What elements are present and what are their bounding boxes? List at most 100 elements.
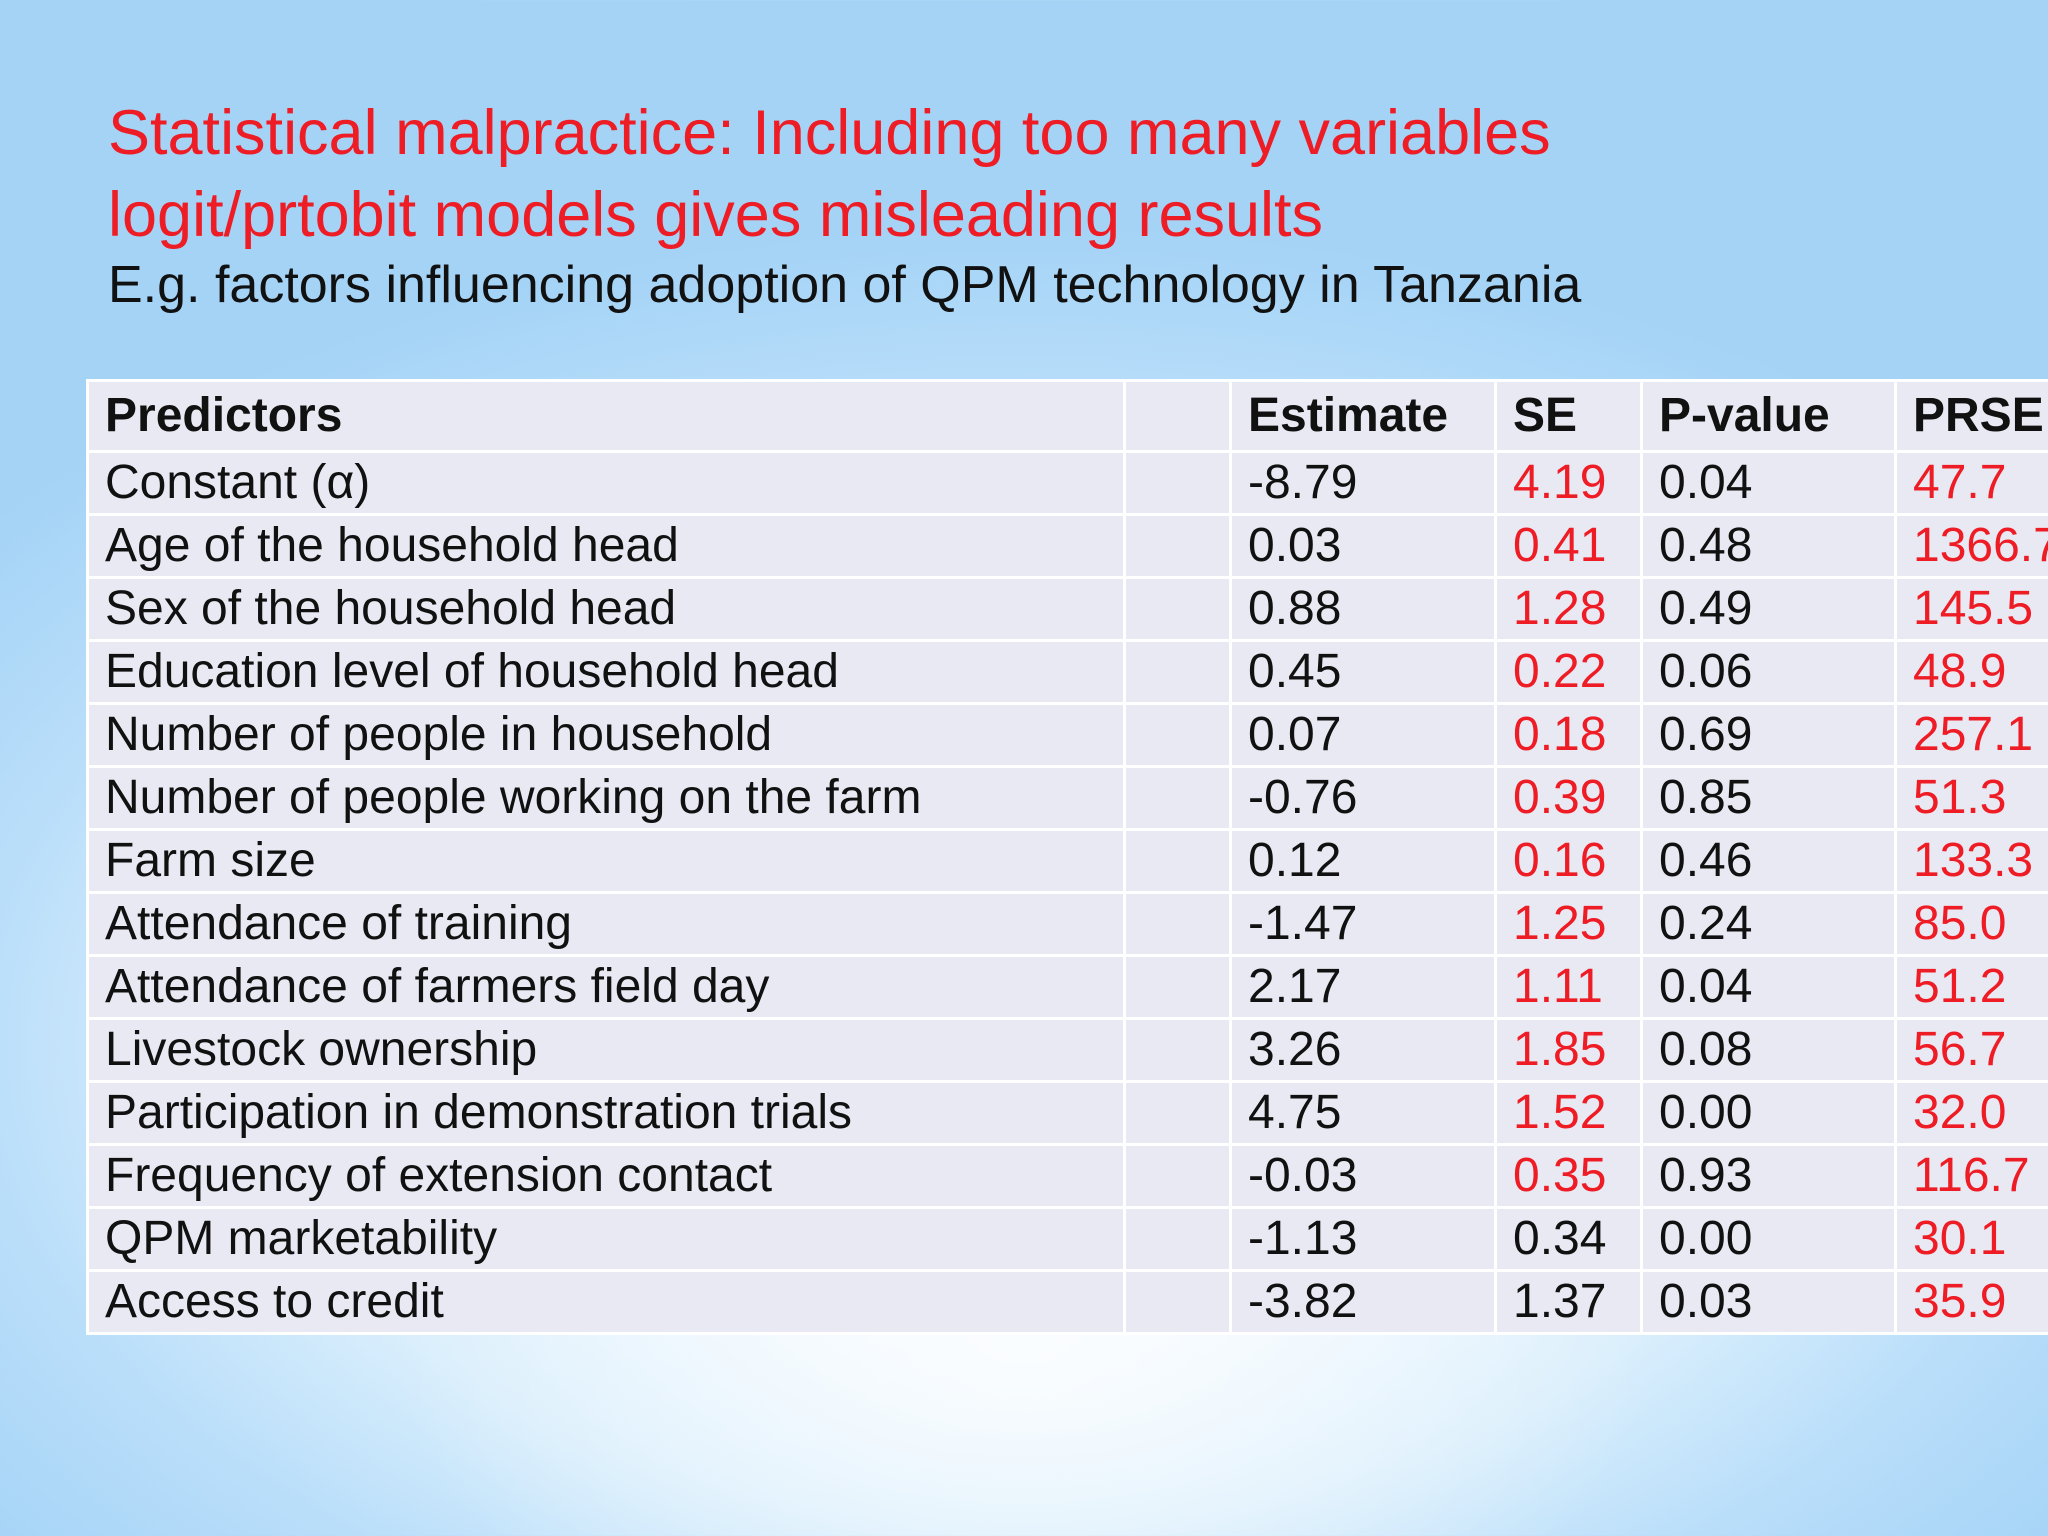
cell-predictor: Livestock ownership — [86, 1017, 1126, 1083]
table-row: Access to credit -3.82 1.37 0.03 35.9 — [86, 1269, 2048, 1335]
cell-se: 1.11 — [1494, 954, 1643, 1020]
title-line-2: logit/prtobit models gives misleading re… — [108, 180, 1324, 250]
cell-se: 1.25 — [1494, 891, 1643, 957]
cell-predictor: Constant (α) — [86, 450, 1126, 516]
cell-predictor: Age of the household head — [86, 513, 1126, 579]
table-row: Age of the household head 0.03 0.41 0.48 136… — [86, 513, 2048, 579]
cell-prse: 51.3 — [1894, 765, 2048, 831]
cell-prse: 51.2 — [1894, 954, 2048, 1020]
cell-blank — [1123, 954, 1232, 1020]
cell-blank — [1123, 1017, 1232, 1083]
cell-estimate: 0.07 — [1229, 702, 1497, 768]
cell-predictor: Number of people working on the farm — [86, 765, 1126, 831]
cell-estimate: -1.47 — [1229, 891, 1497, 957]
cell-prse: 133.3 — [1894, 828, 2048, 894]
cell-prse: 47.7 — [1894, 450, 2048, 516]
cell-se: 1.28 — [1494, 576, 1643, 642]
table-row: QPM marketability -1.13 0.34 0.00 30.1 — [86, 1206, 2048, 1272]
cell-prse: 145.5 — [1894, 576, 2048, 642]
cell-estimate: 0.88 — [1229, 576, 1497, 642]
slide-subtitle: E.g. factors influencing adoption of QPM… — [108, 256, 1582, 314]
cell-se: 0.39 — [1494, 765, 1643, 831]
cell-pvalue: 0.03 — [1640, 1269, 1897, 1335]
cell-pvalue: 0.08 — [1640, 1017, 1897, 1083]
cell-prse: 32.0 — [1894, 1080, 2048, 1146]
cell-predictor: Education level of household head — [86, 639, 1126, 705]
cell-se: 0.16 — [1494, 828, 1643, 894]
cell-se: 0.18 — [1494, 702, 1643, 768]
cell-estimate: -0.03 — [1229, 1143, 1497, 1209]
cell-estimate: -0.76 — [1229, 765, 1497, 831]
cell-se: 0.34 — [1494, 1206, 1643, 1272]
cell-pvalue: 0.00 — [1640, 1080, 1897, 1146]
cell-prse: 56.7 — [1894, 1017, 2048, 1083]
cell-predictor: Number of people in household — [86, 702, 1126, 768]
table-row: Farm size 0.12 0.16 0.46 133.3 — [86, 828, 2048, 894]
header-se: SE — [1494, 379, 1643, 453]
cell-pvalue: 0.46 — [1640, 828, 1897, 894]
cell-predictor: Farm size — [86, 828, 1126, 894]
table-row: Number of people working on the farm -0.7… — [86, 765, 2048, 831]
header-prse: PRSE — [1894, 379, 2048, 453]
cell-pvalue: 0.93 — [1640, 1143, 1897, 1209]
table-row: Attendance of farmers field day 2.17 1.11 0… — [86, 954, 2048, 1020]
cell-prse: 35.9 — [1894, 1269, 2048, 1335]
cell-blank — [1123, 1143, 1232, 1209]
table-row: Attendance of training -1.47 1.25 0.24 85.0 — [86, 891, 2048, 957]
cell-predictor: Frequency of extension contact — [86, 1143, 1126, 1209]
cell-pvalue: 0.00 — [1640, 1206, 1897, 1272]
cell-predictor: Attendance of farmers field day — [86, 954, 1126, 1020]
table-header-row: Predictors Estimate SE P-value PRSE — [86, 379, 2048, 453]
cell-se: 1.85 — [1494, 1017, 1643, 1083]
cell-blank — [1123, 828, 1232, 894]
cell-estimate: 0.45 — [1229, 639, 1497, 705]
cell-estimate: -8.79 — [1229, 450, 1497, 516]
cell-estimate: -3.82 — [1229, 1269, 1497, 1335]
cell-prse: 85.0 — [1894, 891, 2048, 957]
cell-blank — [1123, 702, 1232, 768]
cell-blank — [1123, 639, 1232, 705]
title-line-1: Statistical malpractice: Including too m… — [108, 98, 1551, 168]
cell-predictor: Participation in demonstration trials — [86, 1080, 1126, 1146]
cell-pvalue: 0.69 — [1640, 702, 1897, 768]
cell-se: 4.19 — [1494, 450, 1643, 516]
cell-se: 0.41 — [1494, 513, 1643, 579]
cell-predictor: Attendance of training — [86, 891, 1126, 957]
cell-blank — [1123, 891, 1232, 957]
table-row: Participation in demonstration trials 4.7… — [86, 1080, 2048, 1146]
cell-se: 1.52 — [1494, 1080, 1643, 1146]
cell-prse: 30.1 — [1894, 1206, 2048, 1272]
cell-estimate: 0.12 — [1229, 828, 1497, 894]
cell-prse: 48.9 — [1894, 639, 2048, 705]
cell-blank — [1123, 1206, 1232, 1272]
cell-se: 0.35 — [1494, 1143, 1643, 1209]
cell-estimate: 4.75 — [1229, 1080, 1497, 1146]
cell-predictor: QPM marketability — [86, 1206, 1126, 1272]
cell-estimate: -1.13 — [1229, 1206, 1497, 1272]
cell-se: 1.37 — [1494, 1269, 1643, 1335]
cell-pvalue: 0.49 — [1640, 576, 1897, 642]
header-pvalue: P-value — [1640, 379, 1897, 453]
cell-blank — [1123, 576, 1232, 642]
regression-table: Predictors Estimate SE P-value PRSE Cons… — [86, 379, 2048, 1335]
cell-pvalue: 0.04 — [1640, 954, 1897, 1020]
cell-estimate: 3.26 — [1229, 1017, 1497, 1083]
table-body: Constant (α) -8.79 4.19 0.04 47.7 Age of the … — [86, 450, 2048, 1335]
cell-estimate: 2.17 — [1229, 954, 1497, 1020]
table-row: Sex of the household head 0.88 1.28 0.49 145… — [86, 576, 2048, 642]
cell-pvalue: 0.04 — [1640, 450, 1897, 516]
cell-blank — [1123, 1269, 1232, 1335]
cell-blank — [1123, 450, 1232, 516]
table-row: Frequency of extension contact -0.03 0.35 0… — [86, 1143, 2048, 1209]
header-blank — [1123, 379, 1232, 453]
header-predictors: Predictors — [86, 379, 1126, 453]
cell-predictor: Sex of the household head — [86, 576, 1126, 642]
cell-prse: 1366.7 — [1894, 513, 2048, 579]
table-row: Education level of household head 0.45 0.2… — [86, 639, 2048, 705]
slide-title: Statistical malpractice: Including too m… — [108, 92, 1968, 256]
cell-pvalue: 0.48 — [1640, 513, 1897, 579]
table-row: Constant (α) -8.79 4.19 0.04 47.7 — [86, 450, 2048, 516]
header-estimate: Estimate — [1229, 379, 1497, 453]
cell-predictor: Access to credit — [86, 1269, 1126, 1335]
cell-blank — [1123, 765, 1232, 831]
